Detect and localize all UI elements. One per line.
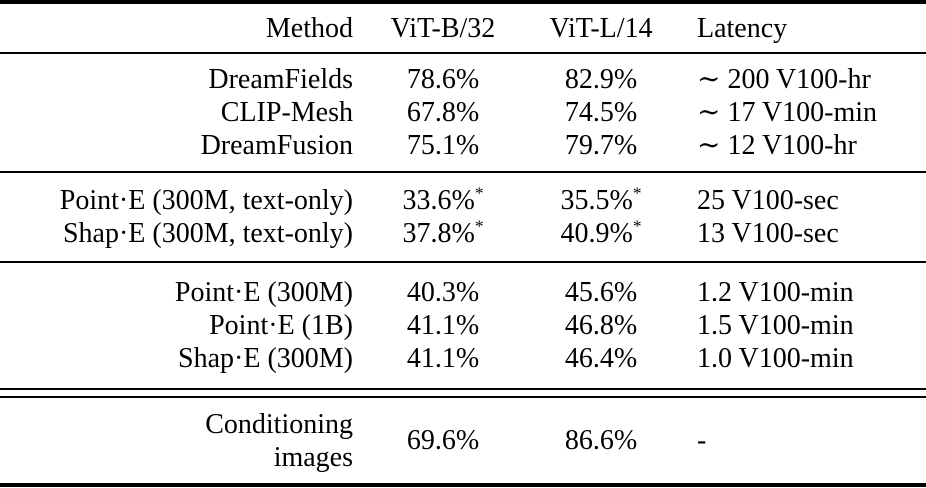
- vitl14-cell: 40.9%*: [531, 217, 671, 250]
- rule-separator-2: [0, 261, 926, 263]
- row-group-text-only: Point·E (300M, text-only) 33.6%* 35.5%* …: [0, 173, 926, 261]
- latency-cell: ∼ 12 V100-hr: [697, 130, 857, 161]
- vitl14-cell: 79.7%: [564, 130, 638, 161]
- footnote-asterisk: *: [632, 183, 642, 203]
- vitl14-value: 40.9%: [560, 218, 633, 249]
- vitb32-cell: 41.1%: [406, 310, 480, 341]
- vitb32-cell: 69.6%: [406, 425, 480, 456]
- table-row: Shap·E (300M) 41.1% 46.4% 1.0 V100-min: [0, 342, 926, 375]
- table-row: Point·E (300M) 40.3% 45.6% 1.2 V100-min: [0, 276, 926, 309]
- table-row: Shap·E (300M, text-only) 37.8%* 40.9%* 1…: [0, 217, 926, 250]
- rule-bottom: [0, 483, 926, 487]
- column-header-vitl14: ViT-L/14: [549, 12, 653, 44]
- latency-cell: ∼ 200 V100-hr: [697, 64, 871, 95]
- vitl14-cell: 74.5%: [564, 97, 638, 128]
- vitb32-value: 33.6%: [402, 185, 475, 216]
- table-row: DreamFusion 75.1% 79.7% ∼ 12 V100-hr: [0, 129, 926, 162]
- vitb32-cell: 37.8%*: [355, 217, 531, 250]
- method-cell: CLIP-Mesh: [220, 97, 353, 128]
- double-rule-gap: [0, 390, 926, 396]
- method-cell: Point·E (300M, text-only): [59, 185, 353, 216]
- vitb32-cell: 40.3%: [406, 277, 480, 308]
- column-header-method: Method: [265, 12, 353, 44]
- table-row: CLIP-Mesh 67.8% 74.5% ∼ 17 V100-min: [0, 96, 926, 129]
- vitl14-cell: 46.4%: [564, 343, 638, 374]
- latency-cell: 1.2 V100-min: [697, 277, 854, 308]
- footnote-asterisk: *: [632, 216, 642, 236]
- latency-cell: 25 V100-sec: [697, 185, 839, 216]
- row-group-baselines: DreamFields 78.6% 82.9% ∼ 200 V100-hr CL…: [0, 54, 926, 171]
- vitb32-cell: 75.1%: [406, 130, 480, 161]
- method-cell: DreamFields: [208, 64, 353, 95]
- rule-top: [0, 0, 926, 4]
- table-row: Point·E (300M, text-only) 33.6%* 35.5%* …: [0, 184, 926, 217]
- double-rule-upper: [0, 388, 926, 390]
- method-cell: DreamFusion: [200, 130, 353, 161]
- vitb32-value: 37.8%: [402, 218, 475, 249]
- method-cell: Point·E (1B): [209, 310, 353, 341]
- header-row: Method ViT-B/32 ViT-L/14 Latency: [0, 4, 926, 52]
- vitl14-cell: 46.8%: [564, 310, 638, 341]
- row-group-conditioning: Conditioning images 69.6% 86.6% -: [0, 398, 926, 483]
- vitb32-cell: 67.8%: [406, 97, 480, 128]
- method-cell: Shap·E (300M): [178, 343, 353, 374]
- latency-cell: -: [697, 425, 707, 456]
- vitl14-value: 35.5%: [560, 185, 633, 216]
- latency-cell: 1.0 V100-min: [697, 343, 854, 374]
- method-cell: Shap·E (300M, text-only): [62, 218, 353, 249]
- vitb32-cell: 78.6%: [406, 64, 480, 95]
- table-row: Point·E (1B) 41.1% 46.8% 1.5 V100-min: [0, 309, 926, 342]
- table-row: Conditioning images 69.6% 86.6% -: [0, 408, 926, 474]
- column-header-latency: Latency: [697, 12, 788, 44]
- latency-cell: 1.5 V100-min: [697, 310, 854, 341]
- vitb32-cell: 41.1%: [406, 343, 480, 374]
- column-header-vitb32: ViT-B/32: [390, 12, 496, 44]
- row-group-full-models: Point·E (300M) 40.3% 45.6% 1.2 V100-min …: [0, 263, 926, 388]
- table-row: DreamFields 78.6% 82.9% ∼ 200 V100-hr: [0, 63, 926, 96]
- latency-cell: ∼ 17 V100-min: [697, 97, 878, 128]
- method-cell: Conditioning images: [205, 408, 353, 473]
- footnote-asterisk: *: [474, 183, 484, 203]
- footnote-asterisk: *: [474, 216, 484, 236]
- latency-cell: 13 V100-sec: [697, 218, 839, 249]
- rule-separator-1: [0, 171, 926, 173]
- rule-below-header: [0, 52, 926, 54]
- double-rule-lower: [0, 396, 926, 398]
- vitl14-cell: 82.9%: [564, 64, 638, 95]
- vitb32-cell: 33.6%*: [355, 184, 531, 217]
- vitl14-cell: 35.5%*: [531, 184, 671, 217]
- vitl14-cell: 86.6%: [564, 425, 638, 456]
- method-cell: Point·E (300M): [174, 277, 353, 308]
- vitl14-cell: 45.6%: [564, 277, 638, 308]
